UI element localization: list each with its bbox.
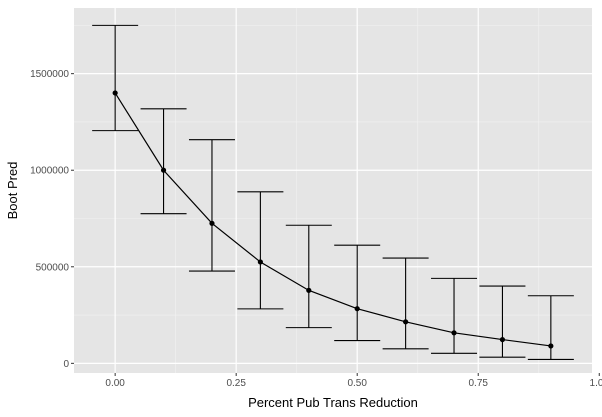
- x-tick-label: 0.25: [226, 378, 246, 389]
- data-point: [499, 336, 506, 343]
- data-point: [306, 287, 312, 293]
- y-axis-title: Boot Pred: [5, 162, 20, 220]
- y-axis-ticks: 0 500000 1000000 1500000: [30, 69, 74, 370]
- y-tick-label: 500000: [36, 262, 70, 273]
- y-tick-label: 1500000: [30, 69, 69, 80]
- series-line: [114, 92, 551, 347]
- x-axis-title: Percent Pub Trans Reduction: [248, 395, 418, 410]
- x-tick-label: 0.75: [468, 378, 488, 389]
- data-point: [112, 90, 118, 96]
- x-tick-label: 0.00: [105, 378, 125, 389]
- data-point: [160, 167, 167, 173]
- data-point: [548, 343, 554, 349]
- data-point: [451, 330, 457, 336]
- plot-panel: [74, 8, 592, 373]
- minor-gridlines: [74, 8, 592, 373]
- data-point: [354, 306, 360, 312]
- x-tick-label: 1.00: [590, 378, 602, 389]
- y-tick-label: 0: [63, 359, 69, 370]
- data-point: [209, 220, 215, 226]
- error-bars: [92, 24, 574, 361]
- data-points: [112, 90, 554, 349]
- data-point: [403, 319, 409, 325]
- major-gridlines: [74, 8, 600, 373]
- y-tick-label: 1000000: [30, 166, 69, 177]
- x-axis-ticks: 0.00 0.25 0.50 0.75 1.00: [105, 373, 602, 389]
- x-tick-label: 0.50: [347, 378, 367, 389]
- data-point: [257, 259, 263, 265]
